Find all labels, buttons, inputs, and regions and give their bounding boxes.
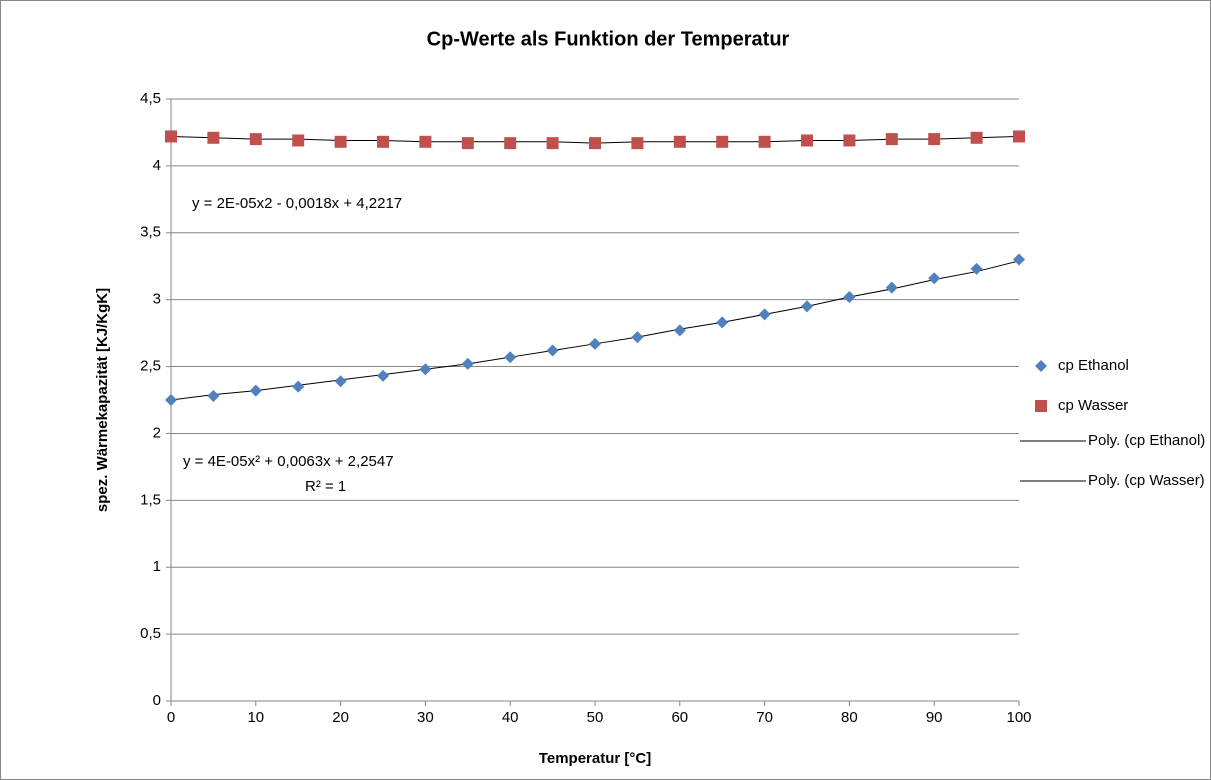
point	[589, 137, 601, 150]
point	[1013, 253, 1025, 266]
point	[631, 331, 644, 344]
point	[165, 394, 177, 406]
x-tick-label: 100	[1006, 709, 1031, 726]
point	[801, 300, 813, 313]
point	[716, 135, 729, 148]
point	[334, 135, 347, 148]
point	[292, 380, 305, 393]
x-tick-label: 30	[417, 709, 434, 726]
legend-marker	[1035, 360, 1047, 372]
x-tick-label: 90	[926, 709, 943, 726]
point	[928, 272, 941, 285]
x-tick-label: 20	[332, 709, 349, 726]
point	[843, 134, 856, 147]
x-tick-label: 50	[587, 709, 604, 726]
x-tick-label: 60	[671, 709, 688, 726]
x-tick-label: 0	[167, 709, 175, 726]
point	[461, 137, 474, 150]
point	[546, 137, 559, 150]
y-tick-label: 1,5	[140, 491, 161, 508]
y-tick-label: 1	[153, 558, 161, 575]
point	[758, 135, 771, 148]
point	[249, 384, 262, 397]
legend-label: cp Wasser	[1058, 397, 1128, 414]
point	[589, 337, 601, 350]
y-tick-label: 4,5	[140, 90, 161, 107]
point	[843, 290, 856, 303]
y-tick-label: 0	[153, 692, 161, 709]
point	[504, 351, 517, 364]
point	[758, 308, 771, 321]
point	[928, 133, 941, 146]
point	[970, 131, 983, 144]
y-axis-label: spez. Wärmekapazität [KJ/KgK]	[94, 288, 111, 512]
annotation: y = 4E-05x² + 0,0063x + 2,2547	[183, 453, 394, 470]
y-tick-label: 0,5	[140, 625, 161, 642]
x-tick-label: 70	[756, 709, 773, 726]
point	[419, 135, 432, 148]
point	[631, 137, 644, 150]
x-tick-label: 40	[502, 709, 519, 726]
point	[885, 133, 898, 146]
y-tick-label: 2,5	[140, 358, 161, 375]
legend-label: cp Ethanol	[1058, 357, 1129, 374]
chart-title: Cp-Werte als Funktion der Temperatur	[427, 28, 790, 50]
point	[673, 135, 686, 148]
point	[377, 369, 389, 382]
legend-label: Poly. (cp Ethanol)	[1088, 432, 1205, 449]
point	[801, 134, 813, 147]
point	[970, 262, 983, 275]
legend-label: Poly. (cp Wasser)	[1088, 472, 1205, 489]
point	[504, 137, 517, 150]
y-tick-label: 4	[153, 157, 161, 174]
x-tick-label: 80	[841, 709, 858, 726]
point	[377, 135, 389, 148]
point	[1013, 130, 1025, 143]
point	[546, 344, 559, 357]
legend-marker	[1035, 400, 1047, 412]
y-tick-label: 3	[153, 291, 161, 308]
annotation: y = 2E-05x2 - 0,0018x + 4,2217	[192, 195, 402, 212]
annotation: R² = 1	[305, 478, 346, 495]
point	[292, 134, 305, 147]
x-tick-label: 10	[247, 709, 264, 726]
x-axis-label: Temperatur [°C]	[539, 750, 651, 767]
point	[334, 375, 347, 388]
point	[716, 316, 729, 329]
point	[419, 363, 432, 376]
point	[207, 131, 220, 144]
point	[249, 133, 262, 146]
point	[673, 324, 686, 337]
y-tick-label: 2	[153, 424, 161, 441]
point	[461, 357, 474, 370]
point	[207, 389, 220, 402]
point	[165, 130, 177, 143]
y-tick-label: 3,5	[140, 224, 161, 241]
point	[885, 281, 898, 294]
